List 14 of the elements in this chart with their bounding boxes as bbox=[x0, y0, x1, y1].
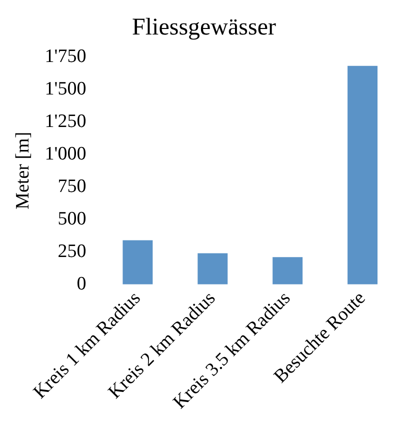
bar bbox=[122, 240, 153, 284]
bar bbox=[272, 257, 303, 284]
y-tick-label: 500 bbox=[58, 208, 86, 230]
y-axis-title: Meter [m] bbox=[12, 132, 34, 210]
y-tick-label: 250 bbox=[58, 240, 86, 262]
y-tick-label: 750 bbox=[58, 176, 86, 197]
bar bbox=[198, 253, 228, 284]
y-tick-label: 0 bbox=[76, 273, 86, 294]
bar bbox=[348, 66, 378, 284]
y-tick-label: 1'750 bbox=[44, 46, 86, 67]
y-tick-label: 1'250 bbox=[44, 110, 86, 132]
chart-title: Fliessgewässer bbox=[132, 14, 276, 41]
y-tick-label: 1'000 bbox=[44, 143, 86, 164]
y-tick-label: 1'500 bbox=[44, 78, 86, 100]
